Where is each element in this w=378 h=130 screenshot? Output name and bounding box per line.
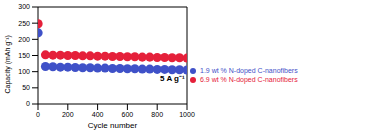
svg-text:0: 0 xyxy=(26,100,30,107)
svg-text:200: 200 xyxy=(62,111,74,118)
svg-text:200: 200 xyxy=(18,36,30,43)
svg-text:250: 250 xyxy=(18,20,30,27)
html-text:6.9 wt % N-doped C-nanofibers: 6.9 wt % N-doped C-nanofibers xyxy=(200,76,298,83)
svg-text:400: 400 xyxy=(92,111,104,118)
svg-text:800: 800 xyxy=(151,111,163,118)
svg-text:150: 150 xyxy=(18,52,30,59)
svg-text:Capacity (mAh g⁻¹): Capacity (mAh g⁻¹) xyxy=(8,35,12,93)
svg-text:1000: 1000 xyxy=(179,111,195,118)
html-text:1.9 wt % N-doped C-nanofibers: 1.9 wt % N-doped C-nanofibers xyxy=(200,67,298,74)
svg-text:300: 300 xyxy=(18,3,30,10)
svg-text:0: 0 xyxy=(36,111,40,118)
svg-text:600: 600 xyxy=(122,111,134,118)
svg-text:50: 50 xyxy=(22,84,30,91)
svg-text:Cycle number: Cycle number xyxy=(88,121,138,130)
html-text:5 A g⁻¹: 5 A g⁻¹ xyxy=(160,74,185,83)
svg-text:100: 100 xyxy=(18,68,30,75)
